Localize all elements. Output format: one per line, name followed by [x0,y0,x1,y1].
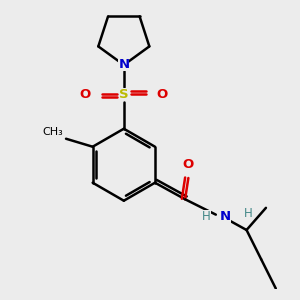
Text: O: O [157,88,168,101]
Text: O: O [80,88,91,101]
Text: N: N [118,58,129,71]
Text: CH₃: CH₃ [43,127,63,137]
Text: N: N [220,210,231,223]
Text: H: H [202,210,211,223]
Text: O: O [183,158,194,172]
Text: H: H [244,207,253,220]
Text: S: S [119,88,129,101]
